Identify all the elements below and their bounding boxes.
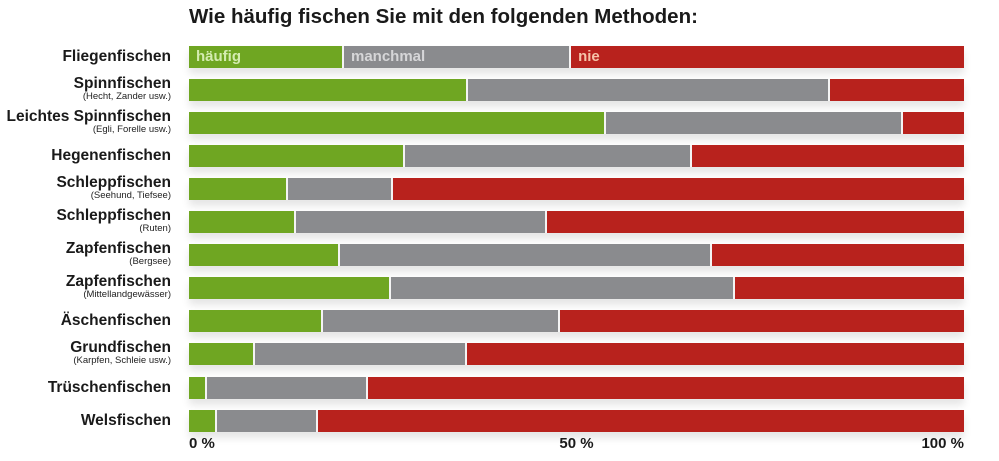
bar-segment-manchmal xyxy=(216,409,318,432)
category-label: Äschenfischen xyxy=(61,313,171,329)
bar-segment-manchmal xyxy=(254,343,468,366)
category-label: Fliegenfischen xyxy=(62,49,171,65)
category-subtitle: (Bergsee) xyxy=(129,256,171,268)
bar-segment-manchmal xyxy=(468,79,830,102)
bar-row xyxy=(189,112,964,135)
category-subtitle: (Karpfen, Schleie usw.) xyxy=(73,355,171,367)
bar-segment-nie xyxy=(734,277,964,300)
bar-segment-nie xyxy=(902,112,964,135)
category-label: Spinnfischen (Hecht, Zander usw.) xyxy=(74,76,171,102)
category-name: Grundfischen xyxy=(70,339,171,357)
bar-segment-manchmal: manchmal xyxy=(344,46,572,68)
bar-segment-nie xyxy=(467,343,964,366)
category-name: Trüschenfischen xyxy=(47,378,171,396)
bar-segment-manchmal xyxy=(391,277,735,300)
bar-segment-nie xyxy=(829,79,964,102)
bar-segment-manchmal xyxy=(206,376,368,399)
bar-segment-häufig xyxy=(189,376,207,399)
category-name: Schleppfischen xyxy=(56,174,171,192)
bar-segment-häufig xyxy=(189,145,406,168)
bar-segment-manchmal xyxy=(323,310,561,333)
category-name: Zapfenfischen xyxy=(65,240,171,258)
legend-label: häufig xyxy=(196,48,241,65)
category-name: Schleppfischen xyxy=(56,207,171,225)
category-name: Hegenenfischen xyxy=(51,147,171,165)
bar-row: häufig manchmal nie xyxy=(189,46,964,68)
category-name: Zapfenfischen xyxy=(65,273,171,291)
bar-segment-nie xyxy=(691,145,964,168)
bar-segment-nie xyxy=(712,244,964,267)
bar-segment-häufig xyxy=(189,112,606,135)
bar-segment-häufig xyxy=(189,343,255,366)
bar-row xyxy=(189,178,964,201)
bar-segment-nie xyxy=(392,178,964,201)
category-name: Äschenfischen xyxy=(60,312,171,330)
category-name: Spinnfischen xyxy=(73,75,171,93)
bar-segment-manchmal xyxy=(605,112,903,135)
bar-segment-häufig xyxy=(189,244,341,267)
category-subtitle: (Mittellandgewässer) xyxy=(83,289,171,301)
category-label: Grundfischen (Karpfen, Schleie usw.) xyxy=(70,340,171,366)
category-label: Schleppfischen (Seehund, Tiefsee) xyxy=(56,175,171,201)
category-subtitle: (Hecht, Zander usw.) xyxy=(82,91,171,103)
bar-row xyxy=(189,244,964,267)
category-name: Fliegenfischen xyxy=(62,48,171,65)
category-label: Zapfenfischen (Mittellandgewässer) xyxy=(66,274,171,300)
bar-segment-manchmal xyxy=(405,145,692,168)
category-label: Welsfischen xyxy=(80,411,171,429)
x-tick-label: 0 % xyxy=(189,435,215,452)
category-subtitle: (Ruten) xyxy=(139,223,171,235)
chart-title: Wie häufig fischen Sie mit den folgenden… xyxy=(189,5,698,28)
category-label: Zapfenfischen (Bergsee) xyxy=(66,241,171,267)
category-name: Welsfischen xyxy=(80,411,171,429)
bar-segment-nie xyxy=(317,409,964,432)
category-subtitle: (Seehund, Tiefsee) xyxy=(90,190,171,202)
x-tick-label: 100 % xyxy=(921,435,964,452)
bar-segment-manchmal xyxy=(295,211,548,234)
bar-row xyxy=(189,211,964,234)
legend-label: nie xyxy=(578,48,600,65)
bar-segment-nie: nie xyxy=(571,46,964,68)
bar-segment-häufig xyxy=(189,178,289,201)
bar-row xyxy=(189,409,964,432)
bar-segment-manchmal xyxy=(288,178,393,201)
bar-segment-häufig xyxy=(189,277,392,300)
legend-label: manchmal xyxy=(351,48,426,65)
bar-row xyxy=(189,145,964,168)
bar-segment-häufig xyxy=(189,409,217,432)
x-tick-label: 50 % xyxy=(559,435,594,452)
category-label: Leichtes Spinnfischen (Egli, Forelle usw.… xyxy=(6,109,171,135)
category-label: Schleppfischen (Ruten) xyxy=(56,208,171,234)
bar-segment-nie xyxy=(368,376,964,399)
bar-segment-nie xyxy=(547,211,964,234)
category-label: Hegenenfischen xyxy=(51,148,171,164)
bar-segment-nie xyxy=(560,310,964,333)
bar-row xyxy=(189,343,964,366)
bar-segment-häufig: häufig xyxy=(189,46,344,68)
bar-row xyxy=(189,310,964,333)
bar-row xyxy=(189,277,964,300)
bar-segment-manchmal xyxy=(340,244,713,267)
bar-segment-häufig xyxy=(189,310,324,333)
bar-segment-häufig xyxy=(189,211,296,234)
category-name: Leichtes Spinnfischen xyxy=(6,108,171,126)
bar-segment-häufig xyxy=(189,79,468,102)
bar-row xyxy=(189,79,964,102)
category-subtitle: (Egli, Forelle usw.) xyxy=(92,124,171,136)
bar-row xyxy=(189,376,964,399)
category-label: Trüschenfischen xyxy=(47,378,171,396)
